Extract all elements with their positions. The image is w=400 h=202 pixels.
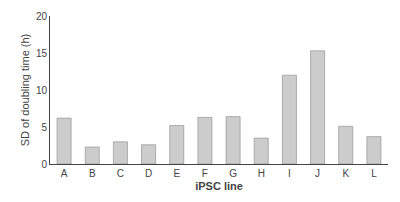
svg-text:D: D — [145, 168, 152, 179]
svg-text:J: J — [315, 168, 320, 179]
svg-text:SD of doubling time (h): SD of doubling time (h) — [19, 34, 31, 147]
svg-text:I: I — [288, 168, 291, 179]
svg-text:L: L — [371, 168, 377, 179]
svg-text:B: B — [89, 168, 96, 179]
svg-text:C: C — [117, 168, 124, 179]
svg-text:10: 10 — [36, 85, 48, 96]
svg-text:H: H — [258, 168, 265, 179]
svg-text:E: E — [173, 168, 180, 179]
svg-text:15: 15 — [36, 48, 48, 59]
svg-text:F: F — [202, 168, 208, 179]
svg-text:A: A — [61, 168, 68, 179]
svg-text:iPSC line: iPSC line — [195, 180, 243, 192]
svg-text:0: 0 — [41, 159, 47, 170]
svg-text:5: 5 — [41, 122, 47, 133]
svg-text:20: 20 — [36, 11, 48, 22]
svg-text:K: K — [342, 168, 349, 179]
svg-text:G: G — [229, 168, 237, 179]
